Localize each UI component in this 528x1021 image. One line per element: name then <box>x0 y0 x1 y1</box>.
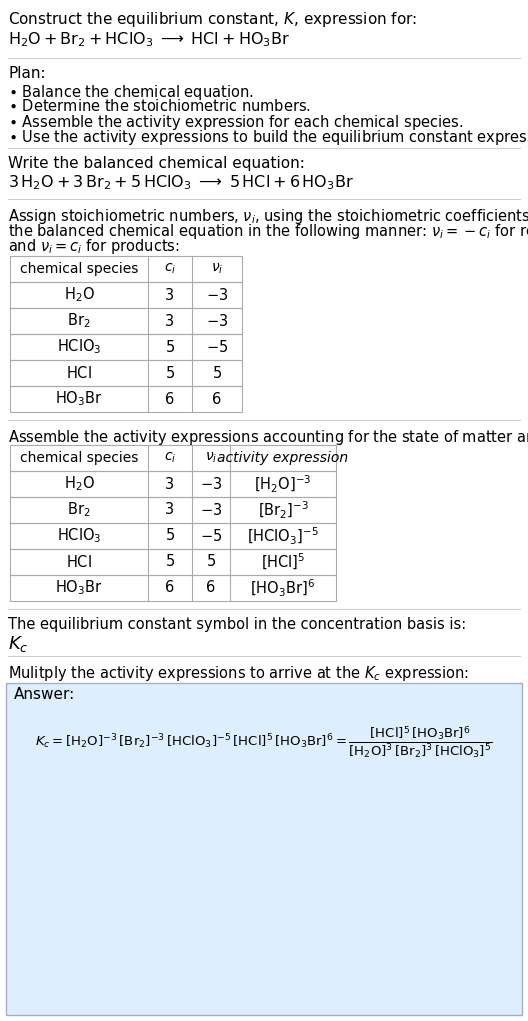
Text: $\mathrm{HO_3Br}$: $\mathrm{HO_3Br}$ <box>55 390 103 408</box>
Text: Answer:: Answer: <box>14 687 76 702</box>
Bar <box>10 471 336 497</box>
Text: activity expression: activity expression <box>218 451 348 465</box>
Text: Construct the equilibrium constant, $K$, expression for:: Construct the equilibrium constant, $K$,… <box>8 10 417 29</box>
Text: 3: 3 <box>165 288 175 302</box>
Bar <box>10 445 336 471</box>
Text: $\nu_i$: $\nu_i$ <box>211 261 223 277</box>
Text: $\bullet$ Determine the stoichiometric numbers.: $\bullet$ Determine the stoichiometric n… <box>8 98 311 114</box>
Text: $\bullet$ Balance the chemical equation.: $\bullet$ Balance the chemical equation. <box>8 83 253 102</box>
Bar <box>10 308 242 334</box>
Text: 5: 5 <box>165 529 175 543</box>
Text: $-5$: $-5$ <box>206 339 228 355</box>
Text: $\mathrm{HCl}$: $\mathrm{HCl}$ <box>66 554 92 570</box>
Text: 5: 5 <box>206 554 215 570</box>
Bar <box>10 575 336 601</box>
Text: $K_c$: $K_c$ <box>8 634 29 654</box>
Text: $\mathrm{HO_3Br}$: $\mathrm{HO_3Br}$ <box>55 579 103 597</box>
Text: Assign stoichiometric numbers, $\nu_i$, using the stoichiometric coefficients, $: Assign stoichiometric numbers, $\nu_i$, … <box>8 207 528 226</box>
Text: Write the balanced chemical equation:: Write the balanced chemical equation: <box>8 156 305 171</box>
Text: The equilibrium constant symbol in the concentration basis is:: The equilibrium constant symbol in the c… <box>8 617 466 632</box>
Bar <box>10 523 336 549</box>
Text: $\mathrm{HClO_3}$: $\mathrm{HClO_3}$ <box>56 338 101 356</box>
Text: $\mathrm{H_2O}$: $\mathrm{H_2O}$ <box>63 475 95 493</box>
Text: 6: 6 <box>212 391 222 406</box>
Text: 5: 5 <box>212 366 222 381</box>
Text: 3: 3 <box>165 502 175 518</box>
Text: $[\mathrm{H_2O}]^{-3}$: $[\mathrm{H_2O}]^{-3}$ <box>254 474 312 494</box>
Text: $-5$: $-5$ <box>200 528 222 544</box>
Text: 6: 6 <box>165 581 175 595</box>
Text: Mulitply the activity expressions to arrive at the $K_c$ expression:: Mulitply the activity expressions to arr… <box>8 664 469 683</box>
Bar <box>10 360 242 386</box>
Text: $-3$: $-3$ <box>206 313 228 329</box>
Text: 5: 5 <box>165 554 175 570</box>
Text: $-3$: $-3$ <box>200 502 222 518</box>
Text: $\mathrm{Br_2}$: $\mathrm{Br_2}$ <box>67 311 91 331</box>
Bar <box>10 549 336 575</box>
Text: 6: 6 <box>206 581 215 595</box>
Text: and $\nu_i = c_i$ for products:: and $\nu_i = c_i$ for products: <box>8 237 180 256</box>
Bar <box>6 683 522 1015</box>
Bar <box>10 256 242 282</box>
Text: Plan:: Plan: <box>8 66 45 81</box>
Text: $-3$: $-3$ <box>200 476 222 492</box>
Text: $\mathrm{Br_2}$: $\mathrm{Br_2}$ <box>67 500 91 520</box>
Text: $c_i$: $c_i$ <box>164 451 176 466</box>
Text: $[\mathrm{HCl}]^{5}$: $[\mathrm{HCl}]^{5}$ <box>261 552 305 572</box>
Text: $\mathrm{3\,H_2O + 3\,Br_2 + 5\,HClO_3 \;\longrightarrow\; 5\,HCl + 6\,HO_3Br}$: $\mathrm{3\,H_2O + 3\,Br_2 + 5\,HClO_3 \… <box>8 173 354 192</box>
Bar <box>10 282 242 308</box>
Text: 6: 6 <box>165 391 175 406</box>
Text: $\mathrm{H_2O + Br_2 + HClO_3 \;\longrightarrow\; HCl + HO_3Br}$: $\mathrm{H_2O + Br_2 + HClO_3 \;\longrig… <box>8 30 290 49</box>
Text: chemical species: chemical species <box>20 262 138 276</box>
Text: 5: 5 <box>165 340 175 354</box>
Text: the balanced chemical equation in the following manner: $\nu_i = -c_i$ for react: the balanced chemical equation in the fo… <box>8 222 528 241</box>
Text: 5: 5 <box>165 366 175 381</box>
Text: $[\mathrm{HClO_3}]^{-5}$: $[\mathrm{HClO_3}]^{-5}$ <box>247 526 319 546</box>
Text: $[\mathrm{Br_2}]^{-3}$: $[\mathrm{Br_2}]^{-3}$ <box>258 499 308 521</box>
Text: $-3$: $-3$ <box>206 287 228 303</box>
Bar <box>10 334 242 360</box>
Text: chemical species: chemical species <box>20 451 138 465</box>
Text: 3: 3 <box>165 477 175 491</box>
Bar <box>10 386 242 412</box>
Text: $\mathrm{HCl}$: $\mathrm{HCl}$ <box>66 364 92 381</box>
Text: $\bullet$ Use the activity expressions to build the equilibrium constant express: $\bullet$ Use the activity expressions t… <box>8 128 528 147</box>
Text: $\nu_i$: $\nu_i$ <box>205 451 217 466</box>
Text: $\bullet$ Assemble the activity expression for each chemical species.: $\bullet$ Assemble the activity expressi… <box>8 113 464 132</box>
Text: $[\mathrm{HO_3Br}]^{6}$: $[\mathrm{HO_3Br}]^{6}$ <box>250 578 316 598</box>
Text: Assemble the activity expressions accounting for the state of matter and $\nu_i$: Assemble the activity expressions accoun… <box>8 428 528 447</box>
Text: 3: 3 <box>165 313 175 329</box>
Text: $c_i$: $c_i$ <box>164 261 176 277</box>
Bar <box>10 497 336 523</box>
Text: $\mathrm{H_2O}$: $\mathrm{H_2O}$ <box>63 286 95 304</box>
Text: $\mathrm{HClO_3}$: $\mathrm{HClO_3}$ <box>56 527 101 545</box>
Text: $K_c = [\mathrm{H_2O}]^{-3}\,[\mathrm{Br_2}]^{-3}\,[\mathrm{HClO_3}]^{-5}\,[\mat: $K_c = [\mathrm{H_2O}]^{-3}\,[\mathrm{Br… <box>35 725 493 761</box>
